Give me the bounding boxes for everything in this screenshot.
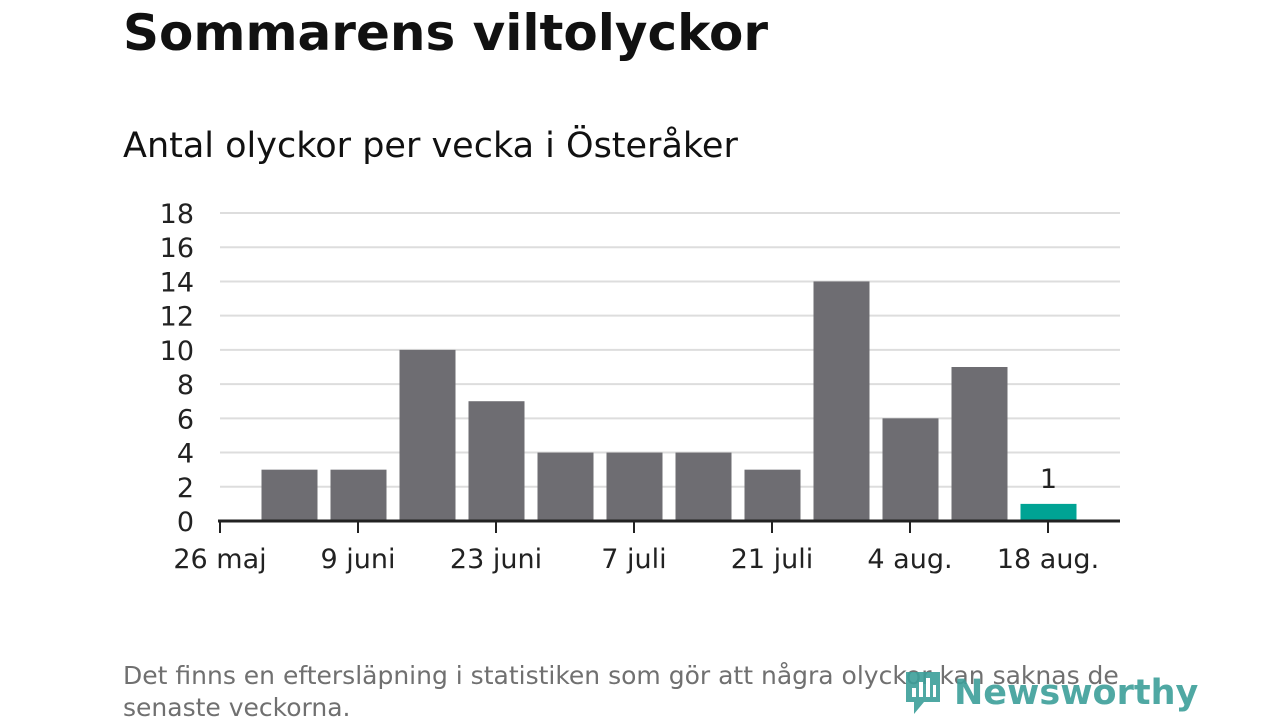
x-tick-label: 7 juli bbox=[601, 544, 666, 575]
chart-title: Sommarens viltolyckor bbox=[123, 4, 769, 62]
data-label: 1 bbox=[1040, 464, 1057, 495]
bar bbox=[1020, 503, 1077, 521]
brand-name: Newsworthy bbox=[954, 673, 1199, 713]
bar bbox=[537, 452, 594, 521]
bar bbox=[399, 349, 456, 521]
bar bbox=[675, 452, 732, 521]
chart-subtitle: Antal olyckor per vecka i Österåker bbox=[123, 126, 738, 166]
brand-logo[interactable]: Newsworthy bbox=[902, 668, 1198, 718]
bar bbox=[261, 469, 318, 521]
bars bbox=[261, 281, 1077, 521]
x-tick-label: 4 aug. bbox=[867, 544, 952, 575]
y-tick-label: 18 bbox=[160, 199, 194, 230]
bar bbox=[606, 452, 663, 521]
y-tick-label: 12 bbox=[160, 302, 194, 333]
x-tick-label: 21 juli bbox=[731, 544, 814, 575]
x-axis bbox=[218, 519, 1120, 533]
bar bbox=[882, 418, 939, 521]
newsworthy-logo-icon bbox=[906, 672, 940, 714]
x-tick-label: 18 aug. bbox=[997, 544, 1099, 575]
bar bbox=[468, 401, 525, 521]
x-tick-label: 9 juni bbox=[321, 544, 396, 575]
y-tick-label: 16 bbox=[160, 233, 194, 264]
y-tick-label: 14 bbox=[160, 267, 194, 298]
x-tick-label: 26 maj bbox=[173, 544, 266, 575]
y-tick-label: 0 bbox=[177, 507, 194, 538]
x-axis-tick-labels: 26 maj 9 juni 23 juni 7 juli 21 juli 4 aug. 18… bbox=[173, 544, 1099, 575]
y-tick-label: 6 bbox=[177, 404, 194, 435]
footnote: Det finns en eftersläpning i statistiken… bbox=[123, 661, 1119, 720]
bar bbox=[813, 281, 870, 521]
bar bbox=[744, 469, 801, 521]
y-tick-label: 10 bbox=[160, 336, 194, 367]
y-tick-label: 4 bbox=[177, 439, 194, 470]
bar bbox=[951, 367, 1008, 521]
y-tick-label: 8 bbox=[177, 370, 194, 401]
bar bbox=[330, 469, 387, 521]
y-tick-label: 2 bbox=[177, 473, 194, 504]
x-tick-label: 23 juni bbox=[450, 544, 542, 575]
data-labels: 1 bbox=[1040, 464, 1057, 495]
